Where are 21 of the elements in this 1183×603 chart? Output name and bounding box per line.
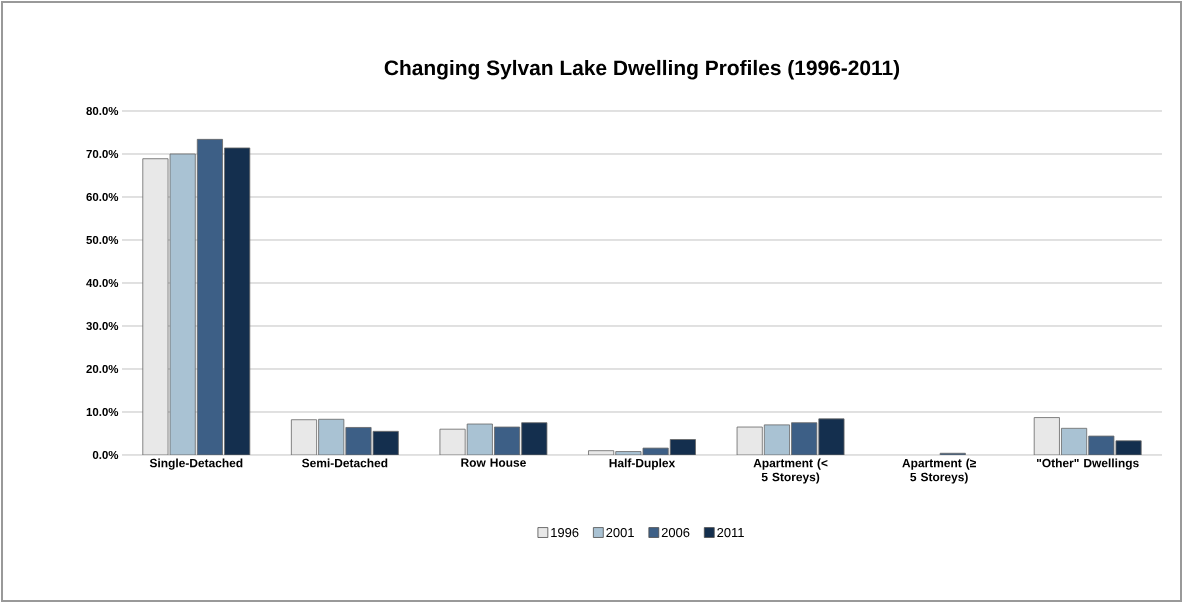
x-tick-label: Row House bbox=[461, 458, 526, 467]
y-tick-label: 10.0% bbox=[86, 407, 119, 417]
x-tick-label: Apartment (≥ 5 Storeys) bbox=[902, 458, 976, 484]
y-tick-label: 40.0% bbox=[86, 278, 119, 288]
x-tick-label: Apartment (< 5 Storeys) bbox=[753, 458, 828, 484]
chart-title: Changing Sylvan Lake Dwelling Profiles (1996-2011) bbox=[384, 59, 900, 80]
x-tick-label: Semi-Detached bbox=[302, 458, 388, 468]
legend-label: 2001 bbox=[606, 527, 634, 538]
legend-label: 2006 bbox=[661, 527, 690, 538]
y-tick-label: 70.0% bbox=[86, 149, 119, 159]
y-tick-label: 60.0% bbox=[86, 192, 119, 202]
x-tick-label: "Other" Dwellings bbox=[1036, 458, 1139, 470]
legend-label: 1996 bbox=[551, 527, 579, 538]
y-tick-label: 20.0% bbox=[86, 364, 119, 374]
y-tick-label: 30.0% bbox=[86, 321, 119, 331]
y-tick-label: 50.0% bbox=[86, 235, 119, 245]
x-tick-label: Half-Duplex bbox=[609, 458, 676, 470]
x-tick-label: Single-Detached bbox=[149, 458, 243, 470]
y-tick-label: 80.0% bbox=[86, 106, 119, 116]
legend-label: 2011 bbox=[717, 527, 744, 538]
y-tick-label: 0.0% bbox=[92, 450, 119, 460]
